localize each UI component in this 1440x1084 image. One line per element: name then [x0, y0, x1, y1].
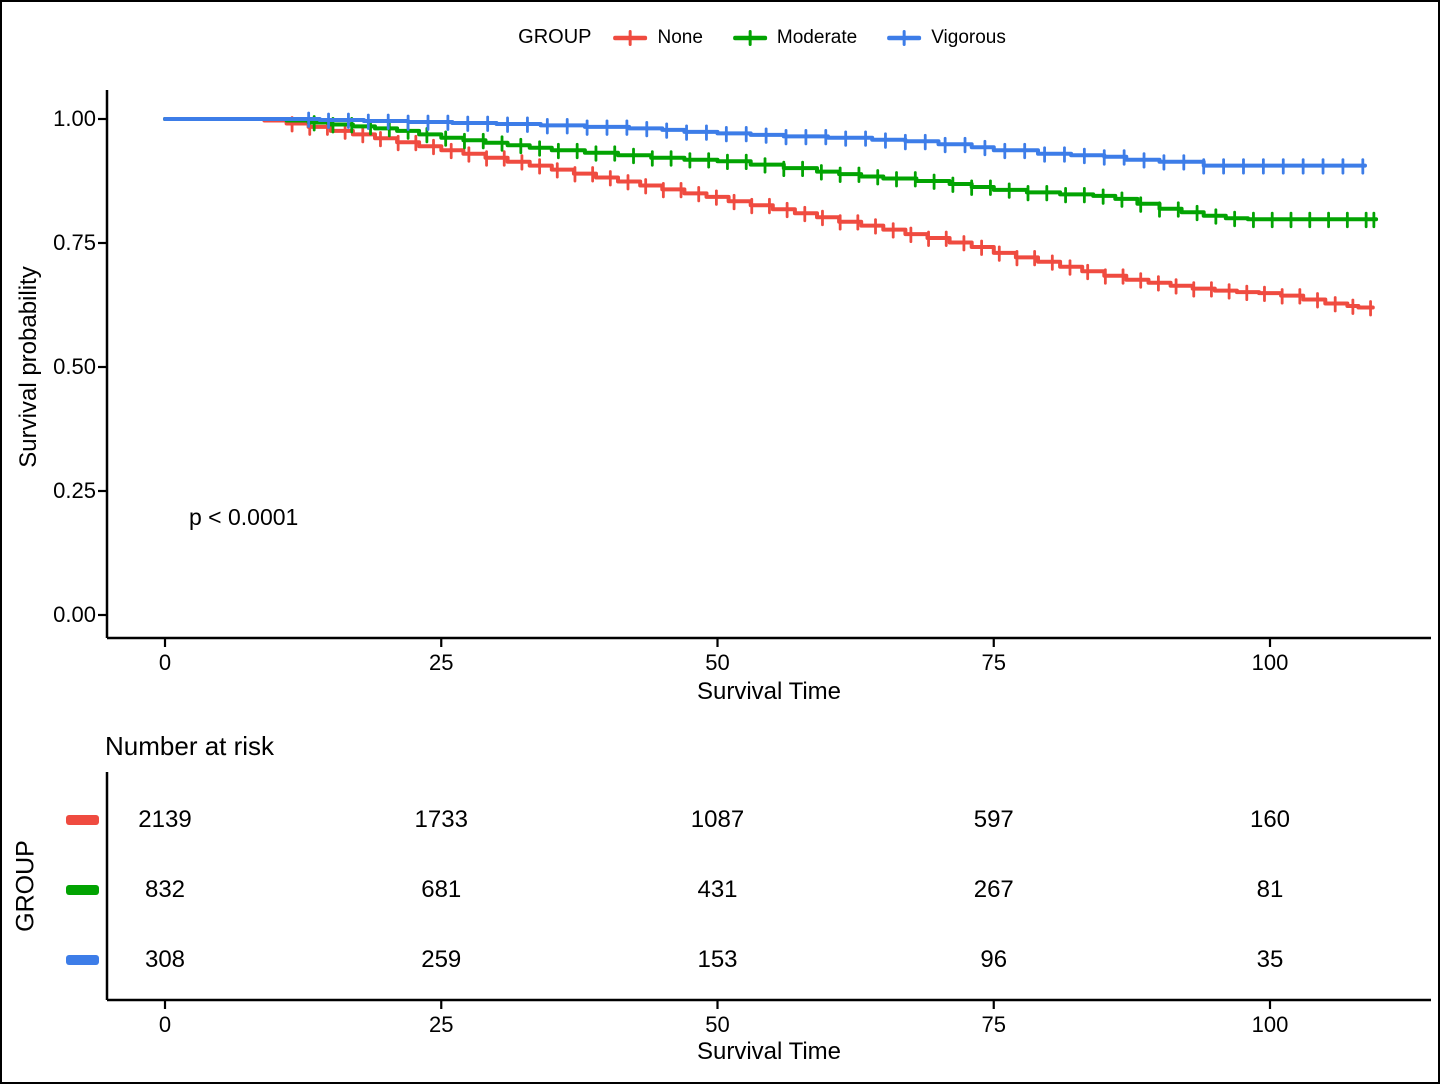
- none-censor-line-icon: [613, 29, 648, 46]
- risk-count: 308: [144, 946, 186, 973]
- y-tick-label: 0.00: [53, 602, 96, 627]
- risk-table-x-axis-title: Survival Time: [696, 1038, 842, 1065]
- y-tick-label: 1.00: [53, 106, 96, 131]
- pvalue-annotation: p < 0.0001: [189, 504, 299, 530]
- x-tick-label: 100: [1251, 650, 1289, 675]
- moderate-censor-line-icon: [732, 29, 767, 46]
- risk-row-key-vigorous: [66, 955, 99, 965]
- risk-row-key-none: [66, 815, 99, 825]
- risk-count: 1087: [690, 806, 745, 833]
- risk-x-tick-label: 75: [981, 1012, 1006, 1037]
- legend-item-moderate: Moderate: [732, 26, 858, 49]
- risk-count: 597: [973, 806, 1014, 833]
- legend-title: GROUP: [518, 26, 592, 48]
- x-axis-title: Survival Time: [696, 678, 842, 705]
- x-tick-label: 75: [981, 650, 1006, 675]
- risk-count: 81: [1256, 876, 1284, 903]
- risk-count: 35: [1256, 946, 1284, 973]
- y-tick-label: 0.25: [53, 478, 96, 503]
- risk-x-tick-label: 25: [429, 1012, 454, 1037]
- risk-count: 96: [980, 946, 1008, 973]
- legend-item-vigorous: Vigorous: [887, 27, 1006, 49]
- risk-x-tick-label: 50: [705, 1012, 730, 1037]
- risk-count: 259: [421, 946, 462, 973]
- legend: GROUP None Moderate Vigorous: [518, 26, 1020, 49]
- legend-item-none: None: [613, 26, 703, 49]
- risk-x-tick-label: 100: [1251, 1012, 1289, 1037]
- risk-count: 267: [973, 876, 1014, 903]
- risk-count: 431: [697, 876, 738, 903]
- y-tick-label: 0.50: [53, 354, 96, 379]
- risk-count: 160: [1249, 806, 1291, 833]
- legend-label-moderate: Moderate: [776, 26, 858, 48]
- risk-count: 1733: [414, 806, 468, 833]
- x-tick-label: 25: [429, 650, 454, 675]
- survival-curve-vigorous: [163, 117, 1367, 168]
- x-tick-label: 50: [705, 650, 730, 675]
- risk-table-title: Number at risk: [105, 731, 275, 761]
- risk-table-y-axis-title: GROUP: [11, 840, 40, 932]
- legend-label-vigorous: Vigorous: [931, 26, 1006, 48]
- y-tick-label: 0.75: [53, 230, 96, 255]
- risk-x-tick-label: 0: [158, 1012, 172, 1037]
- legend-label-none: None: [657, 26, 703, 48]
- risk-count: 2139: [138, 806, 192, 833]
- risk-count: 832: [144, 876, 186, 903]
- x-tick-label: 0: [158, 650, 172, 675]
- survival-curve-moderate: [163, 117, 1379, 222]
- risk-count: 153: [697, 946, 738, 973]
- risk-count: 681: [421, 876, 462, 903]
- risk-row-key-moderate: [66, 885, 99, 895]
- vigorous-censor-line-icon: [887, 29, 922, 46]
